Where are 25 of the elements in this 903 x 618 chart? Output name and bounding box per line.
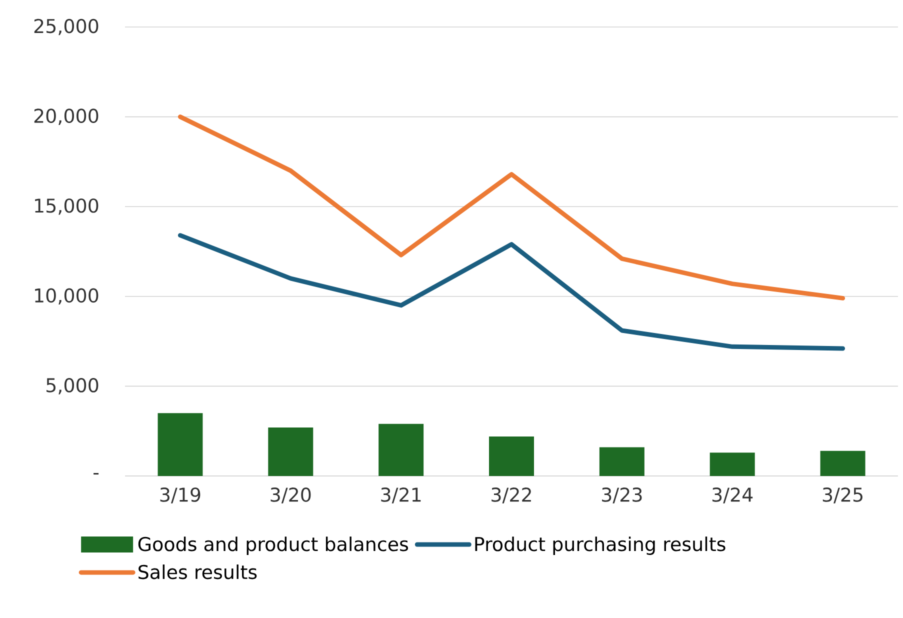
- y-tick-label: 25,000: [34, 18, 98, 36]
- x-tick-label: 3/22: [492, 488, 531, 504]
- x-tick-label: 3/25: [822, 488, 862, 504]
- legend-label: Product purchasing results: [475, 536, 726, 555]
- bar: [378, 424, 424, 476]
- line-series: [178, 114, 846, 300]
- x-tick-label: 3/19: [160, 488, 200, 504]
- y-tick-label: 20,000: [34, 108, 98, 125]
- x-tick-label: 3/23: [602, 488, 642, 504]
- legend-label: Sales results: [138, 564, 257, 580]
- bar: [599, 447, 644, 476]
- y-tick-label: 10,000: [35, 288, 98, 305]
- line-series: [178, 233, 846, 351]
- bar: [268, 427, 314, 476]
- bar: [710, 452, 755, 476]
- y-tick-label: 15,000: [35, 198, 98, 215]
- y-tick-label: -: [94, 473, 99, 475]
- y-tick-label: 5,000: [46, 378, 98, 394]
- x-tick-label: 3/21: [381, 488, 421, 504]
- bar: [158, 413, 203, 476]
- legend-label: Goods and product balances: [138, 536, 408, 555]
- x-tick-label: 3/20: [270, 488, 311, 504]
- x-tick-label: 3/24: [712, 488, 753, 504]
- bar: [489, 436, 534, 476]
- bar: [820, 450, 866, 476]
